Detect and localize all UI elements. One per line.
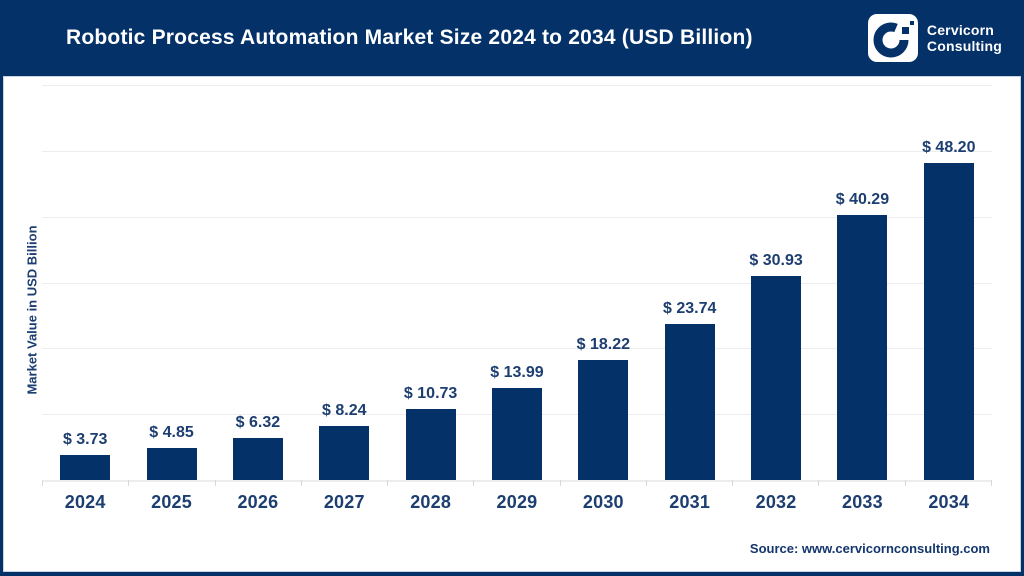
x-axis-label-2027: 2027 bbox=[323, 492, 365, 512]
bar-group-2028: $ 10.73 bbox=[387, 385, 473, 480]
tick-cell-2024 bbox=[42, 480, 128, 486]
x-axis-ticks bbox=[42, 480, 992, 486]
tick-cell-2031 bbox=[645, 480, 732, 486]
tick-cell-2029 bbox=[473, 480, 559, 486]
x-axis-label-2034: 2034 bbox=[928, 492, 970, 512]
bar-2028 bbox=[405, 409, 456, 480]
page-title: Robotic Process Automation Market Size 2… bbox=[66, 26, 753, 49]
y-axis-title: Market Value in USD Billion bbox=[24, 225, 40, 395]
gridline-0 bbox=[42, 480, 992, 481]
tick-cell-2026 bbox=[214, 480, 301, 486]
x-axis-label-2033: 2033 bbox=[841, 492, 883, 512]
tick-cell-2033 bbox=[818, 480, 904, 486]
x-axis-label-2024: 2024 bbox=[64, 492, 106, 512]
tick-cell-2034 bbox=[904, 480, 992, 486]
x-axis-labels: 2024 2025 2026 2027 2028 2029 2030 2031 2032 2033… bbox=[42, 492, 992, 513]
bar-series: $ 3.73 $ 4.85 $ 6.32 $ 8.24 $ 10.73 $ 13.99 $ … bbox=[42, 85, 992, 480]
bar-2030 bbox=[578, 360, 629, 480]
logo-text-line2: Consulting bbox=[926, 38, 1002, 54]
value-label-2034: $ 48.20 bbox=[922, 138, 976, 156]
bar-group-2032: $ 30.93 bbox=[733, 252, 819, 480]
tick-cell-2028 bbox=[387, 480, 473, 486]
bar-2029 bbox=[491, 387, 542, 480]
bar-2031 bbox=[664, 323, 715, 480]
tick-cell-2032 bbox=[732, 480, 818, 486]
value-label-2031: $ 23.74 bbox=[663, 299, 717, 317]
bar-group-2026: $ 6.32 bbox=[215, 414, 301, 480]
bar-2024 bbox=[60, 455, 111, 480]
value-label-2024: $ 3.73 bbox=[62, 431, 108, 449]
gridline-30 bbox=[42, 282, 992, 284]
tick-cell-2030 bbox=[559, 480, 646, 486]
x-axis-label-2028: 2028 bbox=[410, 492, 452, 512]
cervicorn-logo: Cervicorn Consulting bbox=[867, 14, 1002, 62]
header-bar: Robotic Process Automation Market Size 2… bbox=[0, 0, 1024, 76]
value-label-2032: $ 30.93 bbox=[749, 252, 803, 270]
x-axis-label-2029: 2029 bbox=[496, 492, 538, 512]
bar-2026 bbox=[232, 438, 283, 480]
cervicorn-c-icon bbox=[867, 14, 918, 62]
value-label-2026: $ 6.32 bbox=[235, 414, 281, 432]
x-axis-label-2026: 2026 bbox=[237, 492, 279, 512]
gridline-20 bbox=[42, 348, 992, 350]
bar-2032 bbox=[751, 276, 802, 480]
value-label-2033: $ 40.29 bbox=[835, 190, 890, 208]
x-axis-label-2031: 2031 bbox=[669, 492, 711, 512]
value-label-2025: $ 4.85 bbox=[149, 424, 194, 442]
bar-group-2031: $ 23.74 bbox=[647, 300, 733, 480]
x-axis-label-2030: 2030 bbox=[582, 492, 624, 512]
value-label-2030: $ 18.22 bbox=[576, 336, 631, 354]
x-axis-label-2032: 2032 bbox=[755, 492, 797, 512]
bar-2025 bbox=[146, 448, 197, 480]
tick-cell-2027 bbox=[300, 480, 387, 486]
bar-group-2033: $ 40.29 bbox=[819, 191, 905, 480]
value-label-2028: $ 10.73 bbox=[403, 385, 458, 403]
bar-2027 bbox=[319, 425, 370, 480]
bar-group-2029: $ 13.99 bbox=[474, 364, 560, 480]
value-label-2027: $ 8.24 bbox=[322, 401, 367, 419]
bar-group-2030: $ 18.22 bbox=[560, 336, 646, 480]
bar-group-2027: $ 8.24 bbox=[301, 402, 387, 480]
value-label-2029: $ 13.99 bbox=[490, 363, 544, 381]
bar-2033 bbox=[837, 214, 888, 480]
x-axis-label-2025: 2025 bbox=[151, 492, 192, 512]
gridline-60 bbox=[42, 85, 992, 86]
plot-area: $ 3.73 $ 4.85 $ 6.32 $ 8.24 $ 10.73 $ 13.99 $ … bbox=[42, 85, 992, 486]
source-text: Source: www.cervicornconsulting.com bbox=[749, 541, 990, 556]
bar-group-2034: $ 48.20 bbox=[906, 139, 992, 480]
gridline-50 bbox=[42, 150, 992, 152]
bar-2034 bbox=[923, 162, 974, 480]
gridline-40 bbox=[42, 216, 992, 218]
logo-text: Cervicorn Consulting bbox=[927, 22, 1002, 54]
bar-group-2025: $ 4.85 bbox=[128, 424, 214, 480]
tick-cell-2025 bbox=[128, 480, 214, 486]
logo-text-line1: Cervicorn bbox=[926, 22, 995, 38]
bar-group-2024: $ 3.73 bbox=[42, 431, 128, 480]
